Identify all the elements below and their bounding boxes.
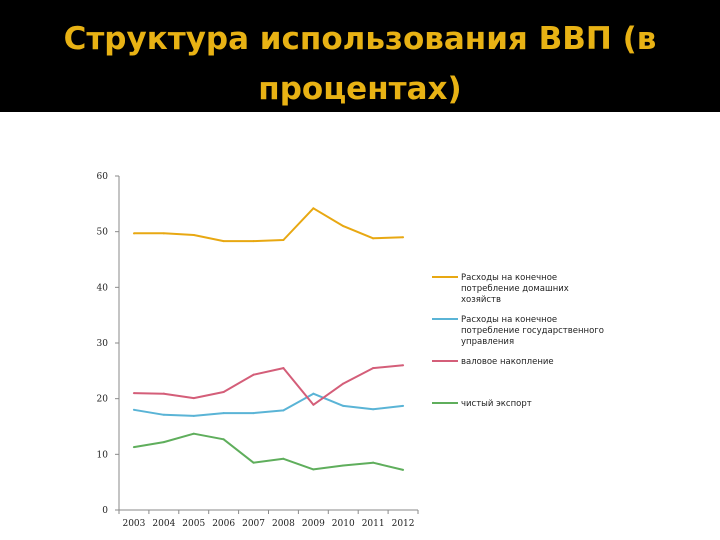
data-point [132,446,135,449]
data-point [222,240,225,243]
y-tick-label: 20 [97,395,109,405]
series-line-4 [133,432,404,471]
data-point [132,408,135,411]
legend-label: хозяйств [461,295,501,305]
data-point [132,392,135,395]
legend-label: управления [461,337,514,347]
title-band [0,0,720,112]
legend-label: потребление государственного [461,326,604,336]
data-point [372,237,375,240]
data-point [342,464,345,467]
x-tick-label: 2004 [152,519,175,529]
data-point [282,457,285,460]
data-point [312,403,315,406]
x-tick-label: 2008 [272,519,295,529]
data-point [342,404,345,407]
chart-series [132,207,405,471]
slide-title: Структура использования ВВП (в процентах… [63,21,657,107]
data-point [222,390,225,393]
data-point [282,409,285,412]
data-point [192,432,195,435]
series-line-1 [133,207,404,243]
data-point [132,232,135,235]
data-point [252,373,255,376]
chart-axes: 0 10 20 30 40 50 60 2003 2004 2005 2006 2007 2008 200… [97,172,419,529]
data-point [312,468,315,471]
x-tick-label: 2012 [392,519,415,529]
data-point [192,234,195,237]
x-tick-label: 2003 [122,519,145,529]
legend-label: Расходы на конечное [461,315,557,325]
data-point [402,236,405,239]
x-tick-label: 2005 [182,519,205,529]
legend-label: чистый экспорт [461,399,532,409]
legend-label: Расходы на конечное [461,273,557,283]
data-point [222,412,225,415]
data-point [342,382,345,385]
data-point [252,461,255,464]
data-point [252,412,255,415]
data-point [342,225,345,228]
data-point [372,461,375,464]
data-point [162,413,165,416]
y-tick-label: 60 [97,172,109,182]
data-point [222,438,225,441]
data-point [162,232,165,235]
y-tick-label: 30 [97,339,109,349]
data-point [192,414,195,417]
data-point [312,392,315,395]
series-line-2 [133,392,404,417]
x-tick-label: 2009 [302,519,325,529]
y-tick-label: 0 [102,506,108,516]
data-point [162,441,165,444]
data-point [402,468,405,471]
data-point [372,367,375,370]
data-point [282,239,285,242]
data-point [402,404,405,407]
legend-label: валовое накопление [461,357,554,367]
x-tick-label: 2006 [212,519,235,529]
y-tick-label: 40 [97,283,109,293]
series-line-3 [133,364,404,406]
data-point [402,364,405,367]
legend-label: потребление домашних [461,284,569,294]
y-tick-label: 50 [97,228,109,238]
x-tick-label: 2010 [332,519,355,529]
x-tick-label: 2007 [242,519,265,529]
data-point [252,240,255,243]
x-tick-label: 2011 [362,519,385,529]
data-point [312,207,315,210]
data-point [162,392,165,395]
y-tick-label: 10 [97,450,109,460]
data-point [192,397,195,400]
data-point [372,408,375,411]
data-point [282,367,285,370]
